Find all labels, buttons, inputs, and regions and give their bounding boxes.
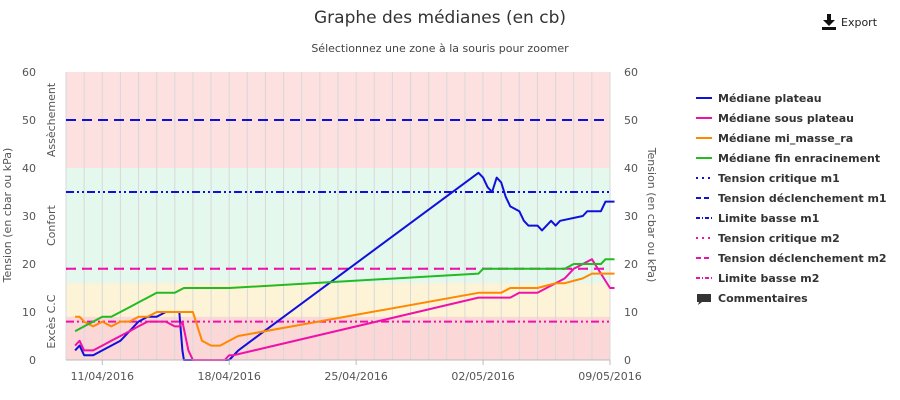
y-axis-title-left: Tension (en cbar ou kPa) [1,148,14,284]
series-line-3[interactable] [74,258,615,333]
y-tick-left: 30 [22,210,36,223]
chart-subtitle: Sélectionnez une zone à la souris pour z… [311,42,569,55]
legend-item-2[interactable]: Médiane mi_masse_ra [696,128,900,148]
y-tick-right: 0 [624,354,631,367]
y-tick-left: 20 [22,258,36,271]
legend-swatch [696,133,712,143]
x-tick-label: 02/05/2016 [451,370,514,383]
legend-item-9[interactable]: Limite basse m2 [696,268,900,288]
series-line-0[interactable] [74,171,615,361]
legend-label: Médiane plateau [718,91,822,105]
export-label: Export [841,15,878,29]
legend-item-8[interactable]: Tension déclenchement m2 [696,248,900,268]
y-tick-left: 10 [22,306,36,319]
y-tick-right: 60 [624,66,638,79]
comment-icon [697,294,711,305]
legend-item-4[interactable]: Tension critique m1 [696,168,900,188]
legend-swatch [696,93,712,103]
legend-label: Médiane sous plateau [718,111,854,125]
y-tick-right: 40 [624,162,638,175]
legend-swatch [696,153,712,163]
legend-item-7[interactable]: Tension critique m2 [696,228,900,248]
zone-label-2: Excès C.C [45,294,58,348]
legend-swatch [696,273,712,283]
y-tick-right: 50 [624,114,638,127]
legend-label: Médiane mi_masse_ra [718,131,854,145]
export-button[interactable]: Export [822,14,877,30]
y-axis-title-right: Tension (en cbar ou kPa) [645,147,658,283]
y-tick-right: 10 [624,306,638,319]
zone-label-1: Confort [45,205,58,247]
download-icon [822,14,836,30]
legend-label: Commentaires [718,291,808,305]
x-tick-label: 09/05/2016 [578,370,641,383]
y-tick-left: 0 [29,354,36,367]
legend-item-10[interactable]: Commentaires [696,288,900,308]
legend-label: Tension déclenchement m2 [718,251,887,265]
x-tick-label: 25/04/2016 [324,370,387,383]
legend-swatch [696,293,712,305]
y-tick-right: 30 [624,210,638,223]
legend-swatch [696,113,712,123]
zone-bands: Assèchement Confort Excès C.C [45,72,610,360]
legend-label: Médiane fin enracinement [718,151,881,165]
legend-label: Limite basse m2 [718,271,820,285]
series-line-2[interactable] [75,272,615,347]
x-tick-label: 18/04/2016 [197,370,260,383]
y-tick-left: 60 [22,66,36,79]
legend-item-6[interactable]: Limite basse m1 [696,208,900,228]
legend-swatch [696,173,712,183]
chart-title: Graphe des médianes (en cb) [313,8,566,28]
legend-swatch [696,233,712,243]
legend-label: Tension déclenchement m1 [718,191,887,205]
legend-item-5[interactable]: Tension déclenchement m1 [696,188,900,208]
legend-item-0[interactable]: Médiane plateau [696,88,900,108]
legend-swatch [696,253,712,263]
y-tick-left: 50 [22,114,36,127]
axes: 0 0 10 10 20 20 30 30 40 40 50 50 60 60 11/04/2016 18/0… [22,66,642,383]
legend-item-1[interactable]: Médiane sous plateau [696,108,900,128]
y-tick-right: 20 [624,258,638,271]
y-tick-left: 40 [22,162,36,175]
legend: Médiane plateau Médiane sous plateau Média… [696,88,900,308]
legend-label: Limite basse m1 [718,211,820,225]
zone-label-0: Assèchement [45,82,58,157]
legend-label: Tension critique m2 [718,231,840,245]
legend-swatch [696,193,712,203]
legend-swatch [696,213,712,223]
x-tick-label: 11/04/2016 [71,370,134,383]
legend-label: Tension critique m1 [718,171,840,185]
legend-item-3[interactable]: Médiane fin enracinement [696,148,900,168]
